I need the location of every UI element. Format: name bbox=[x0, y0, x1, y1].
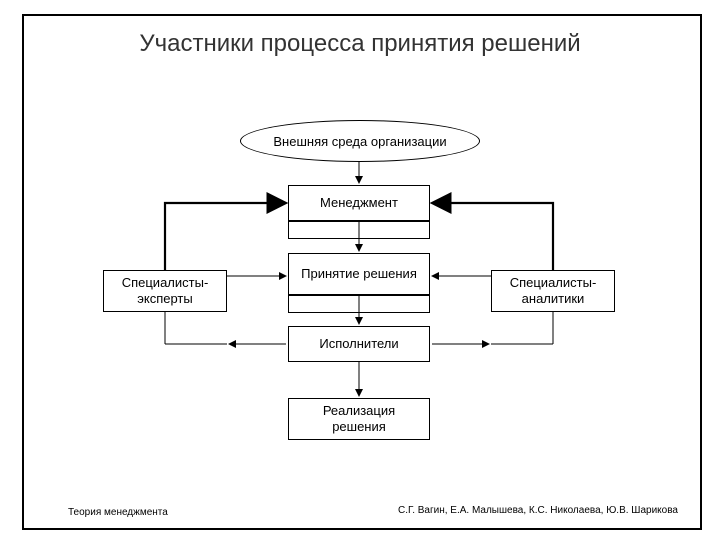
gap-box-2 bbox=[288, 295, 430, 313]
node-management-label: Менеджмент bbox=[320, 195, 398, 211]
footer-left: Теория менеджмента bbox=[68, 507, 168, 518]
node-analysts: Специалисты-аналитики bbox=[491, 270, 615, 312]
node-realize-label: Реализация решения bbox=[295, 403, 423, 434]
node-executors-label: Исполнители bbox=[319, 336, 398, 352]
node-analysts-label: Специалисты-аналитики bbox=[498, 275, 608, 306]
node-decision-label: Принятие решения bbox=[301, 266, 417, 282]
node-env: Внешняя среда организации bbox=[240, 120, 480, 162]
slide: Участники процесса принятия решений Внеш… bbox=[0, 0, 720, 540]
gap-box-1 bbox=[288, 221, 430, 239]
node-management: Менеджмент bbox=[288, 185, 430, 221]
node-executors: Исполнители bbox=[288, 326, 430, 362]
node-realize: Реализация решения bbox=[288, 398, 430, 440]
footer-right: С.Г. Вагин, Е.А. Малышева, К.С. Николаев… bbox=[398, 505, 678, 516]
slide-title: Участники процесса принятия решений bbox=[0, 30, 720, 58]
node-decision: Принятие решения bbox=[288, 253, 430, 295]
node-experts: Специалисты-эксперты bbox=[103, 270, 227, 312]
node-env-label: Внешняя среда организации bbox=[273, 134, 446, 149]
node-experts-label: Специалисты-эксперты bbox=[110, 275, 220, 306]
